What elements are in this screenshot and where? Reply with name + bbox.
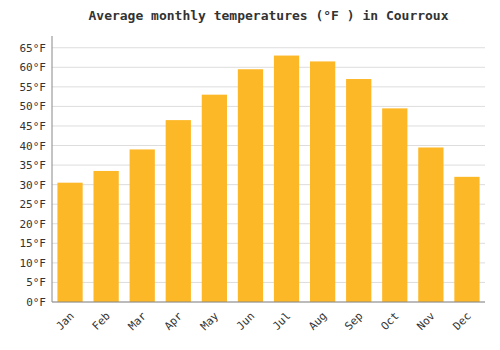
y-tick-label: 50°F [20, 100, 47, 113]
bar [202, 95, 227, 302]
y-tick-label: 0°F [26, 296, 46, 309]
bar [418, 147, 443, 302]
grid-line [52, 106, 485, 107]
bar [93, 171, 118, 302]
bar [57, 183, 82, 302]
x-tick-label: Feb [90, 310, 113, 333]
x-tick-label: Mar [126, 309, 150, 333]
x-tick-label: Nov [414, 309, 438, 333]
bar [346, 79, 371, 302]
title: Average monthly temperatures (°F ) in Co… [88, 8, 448, 23]
bar [238, 69, 263, 302]
y-tick-label: 20°F [20, 218, 47, 231]
y-axis-line [52, 36, 53, 302]
y-tick-label: 45°F [20, 120, 47, 133]
y-tick-label: 10°F [20, 257, 47, 270]
y-tick-label: 5°F [26, 276, 46, 289]
x-tick-label: Apr [162, 309, 186, 333]
bar [130, 149, 155, 302]
bar [166, 120, 191, 302]
y-tick-label: 40°F [20, 140, 47, 153]
grid-line [52, 125, 485, 126]
x-tick-label: Jul [270, 310, 293, 333]
grid-line [52, 86, 485, 87]
x-tick-label: Jun [234, 310, 257, 333]
chart: Average monthly temperatures (°F ) in Co… [0, 0, 500, 350]
bar [454, 177, 479, 302]
grid-line [52, 302, 485, 303]
y-tick-label: 30°F [20, 179, 47, 192]
x-tick-label: Dec [451, 310, 474, 333]
y-tick-label: 35°F [20, 159, 47, 172]
x-tick-label: Jan [54, 310, 77, 333]
x-tick-label: Oct [378, 310, 401, 333]
x-tick-label: Aug [306, 310, 329, 333]
grid-line [52, 145, 485, 146]
y-tick-label: 60°F [20, 61, 47, 74]
y-tick-label: 15°F [20, 237, 47, 250]
y-tick-label: 25°F [20, 198, 47, 211]
y-tick-label: 65°F [20, 42, 47, 55]
y-tick-label: 55°F [20, 81, 47, 94]
bar [274, 56, 299, 302]
x-tick-label: May [198, 309, 222, 333]
x-tick-label: Sep [342, 310, 365, 333]
bar [310, 61, 335, 302]
x-axis-line [52, 302, 485, 303]
y-grid [52, 48, 485, 302]
bar [382, 108, 407, 302]
grid-line [52, 47, 485, 48]
grid-line [52, 67, 485, 68]
bars [57, 56, 479, 302]
